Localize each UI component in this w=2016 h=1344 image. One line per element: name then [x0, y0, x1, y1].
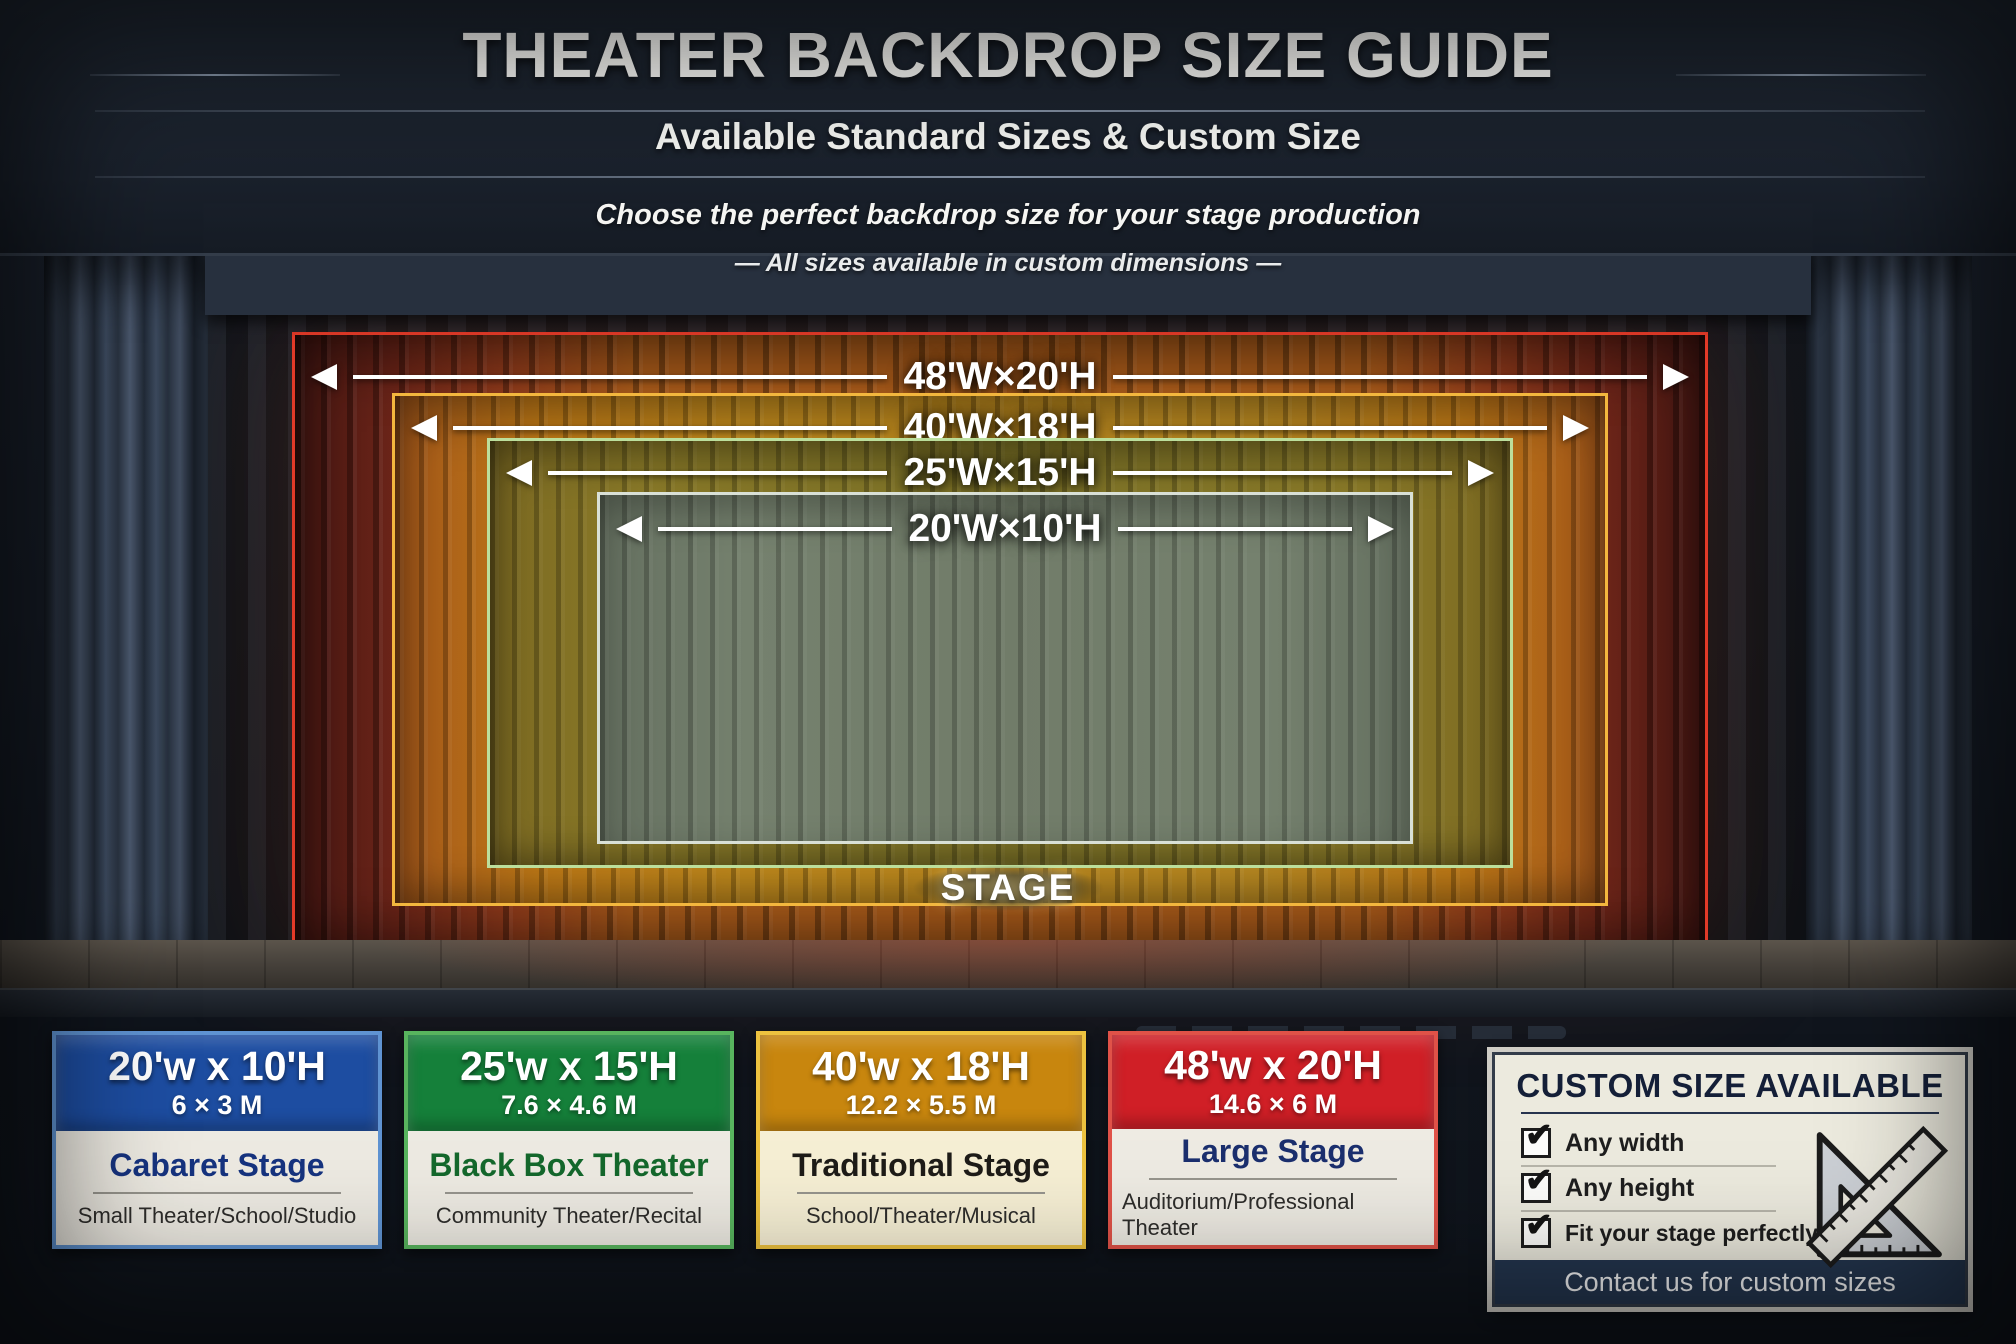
card-header: 40'w x 18'H 12.2 × 5.5 M	[760, 1035, 1082, 1131]
stage-front-edge	[0, 988, 2016, 1017]
dimension-line	[658, 527, 893, 531]
card-body: Cabaret Stage Small Theater/School/Studi…	[56, 1131, 378, 1245]
custom-panel-divider	[1521, 1112, 1939, 1114]
card-stage-name: Traditional Stage	[792, 1147, 1050, 1183]
custom-panel-title: CUSTOM SIZE AVAILABLE	[1516, 1067, 1944, 1104]
stage-floor	[0, 940, 2016, 988]
card-stage-name: Black Box Theater	[429, 1147, 709, 1183]
stage-scene: 48'W×20'H 40'W×18'H 25'W×15'H	[0, 253, 2016, 1017]
card-header: 25'w x 15'H 7.6 × 4.6 M	[408, 1035, 730, 1131]
custom-panel-footer: Contact us for custom sizes	[1495, 1260, 1965, 1304]
backdrop-rect-20x10: 20'W×10'H	[597, 492, 1413, 844]
card-size-label: 48'w x 20'H	[1164, 1041, 1382, 1088]
card-divider	[93, 1192, 341, 1194]
card-divider	[1149, 1178, 1397, 1180]
decor-line-right	[1676, 74, 1926, 76]
page-title: THEATER BACKDROP SIZE GUIDE	[462, 19, 1554, 91]
dimension-line	[1112, 426, 1547, 430]
checkbox-checked-icon: ✔	[1521, 1206, 1553, 1248]
dimension-row-20x10: 20'W×10'H	[616, 507, 1394, 551]
dimension-line	[353, 375, 888, 379]
set-square-ruler-icon	[1805, 1125, 1949, 1269]
page-subtitle: Available Standard Sizes & Custom Size	[655, 116, 1361, 157]
dimension-line	[1112, 471, 1452, 475]
checkbox-checked-icon: ✔	[1521, 1116, 1553, 1158]
feature-label: Fit your stage perfectly	[1565, 1219, 1819, 1246]
feature-label: Any width	[1565, 1128, 1685, 1157]
card-use-case: School/Theater/Musical	[806, 1203, 1036, 1228]
card-body: Black Box Theater Community Theater/Reci…	[408, 1131, 730, 1245]
size-card-40x18: 40'w x 18'H 12.2 × 5.5 M Traditional Sta…	[756, 1031, 1086, 1249]
card-use-case: Auditorium/Professional Theater	[1122, 1189, 1355, 1240]
card-stage-name: Large Stage	[1181, 1133, 1365, 1169]
dimension-line	[548, 471, 888, 475]
card-size-label: 40'w x 18'H	[812, 1042, 1030, 1089]
card-use-case: Small Theater/School/Studio	[77, 1203, 357, 1228]
arrow-right-icon	[1663, 364, 1689, 390]
tagline: Choose the perfect backdrop size for you…	[595, 199, 1421, 231]
card-metric-label: 7.6 × 4.6 M	[501, 1090, 637, 1121]
left-stage-curtain	[44, 253, 208, 998]
feature-label: Any height	[1565, 1173, 1695, 1202]
card-header: 48'w x 20'H 14.6 × 6 M	[1112, 1035, 1434, 1129]
size-card-48x20: 48'w x 20'H 14.6 × 6 M Large Stage Audit…	[1108, 1031, 1438, 1249]
top-valance-curtain	[205, 253, 1811, 315]
custom-size-panel: CUSTOM SIZE AVAILABLE ✔ Any width ✔ Any …	[1492, 1052, 1968, 1307]
dimension-line	[453, 426, 888, 430]
arrow-right-icon	[1368, 516, 1394, 542]
dimension-line	[1112, 375, 1647, 379]
custom-feature-list: ✔ Any width ✔ Any height ✔ Fit your stag…	[1521, 1116, 1965, 1255]
feature-row-any-width: ✔ Any width	[1521, 1116, 1776, 1165]
card-divider	[797, 1192, 1045, 1194]
card-stage-name: Cabaret Stage	[109, 1147, 325, 1183]
backdrop-dimension-label: 25'W×15'H	[903, 451, 1097, 494]
card-metric-label: 12.2 × 5.5 M	[845, 1090, 997, 1121]
card-body: Traditional Stage School/Theater/Musical	[760, 1131, 1082, 1245]
card-size-label: 25'w x 15'H	[460, 1042, 678, 1089]
arrow-right-icon	[1468, 460, 1494, 486]
decor-line-under-title	[95, 110, 1925, 112]
arrow-right-icon	[1563, 415, 1589, 441]
arrow-left-icon	[311, 364, 337, 390]
dimension-row-48x20: 48'W×20'H	[311, 355, 1689, 399]
checkbox-checked-icon: ✔	[1521, 1161, 1553, 1203]
decor-line-left	[90, 74, 340, 76]
right-stage-curtain	[1806, 253, 1972, 998]
card-body: Large Stage Auditorium/Professional Thea…	[1112, 1129, 1434, 1245]
size-card-20x10: 20'w x 10'H 6 × 3 M Cabaret Stage Small …	[52, 1031, 382, 1249]
card-size-label: 20'w x 10'H	[108, 1042, 326, 1089]
feature-row-any-height: ✔ Any height	[1521, 1161, 1776, 1210]
arrow-left-icon	[506, 460, 532, 486]
custom-dimensions-note: — All sizes available in custom dimensio…	[734, 249, 1282, 277]
dimension-row-25x15: 25'W×15'H	[506, 451, 1494, 495]
dimension-line	[1117, 527, 1352, 531]
feature-row-fit-stage: ✔ Fit your stage perfectly	[1521, 1206, 1818, 1255]
backdrop-dimension-label: 48'W×20'H	[903, 355, 1097, 398]
stage-label: STAGE	[912, 865, 1104, 911]
arrow-left-icon	[616, 516, 642, 542]
proscenium-header	[0, 0, 2016, 256]
arrow-left-icon	[411, 415, 437, 441]
card-metric-label: 14.6 × 6 M	[1208, 1089, 1338, 1120]
card-divider	[445, 1192, 693, 1194]
card-use-case: Community Theater/Recital	[435, 1203, 703, 1228]
decor-line-under-subtitle	[95, 176, 1925, 178]
backdrop-dimension-label: 20'W×10'H	[908, 507, 1102, 550]
card-metric-label: 6 × 3 M	[171, 1090, 263, 1121]
card-header: 20'w x 10'H 6 × 3 M	[56, 1035, 378, 1131]
size-card-25x15: 25'w x 15'H 7.6 × 4.6 M Black Box Theate…	[404, 1031, 734, 1249]
